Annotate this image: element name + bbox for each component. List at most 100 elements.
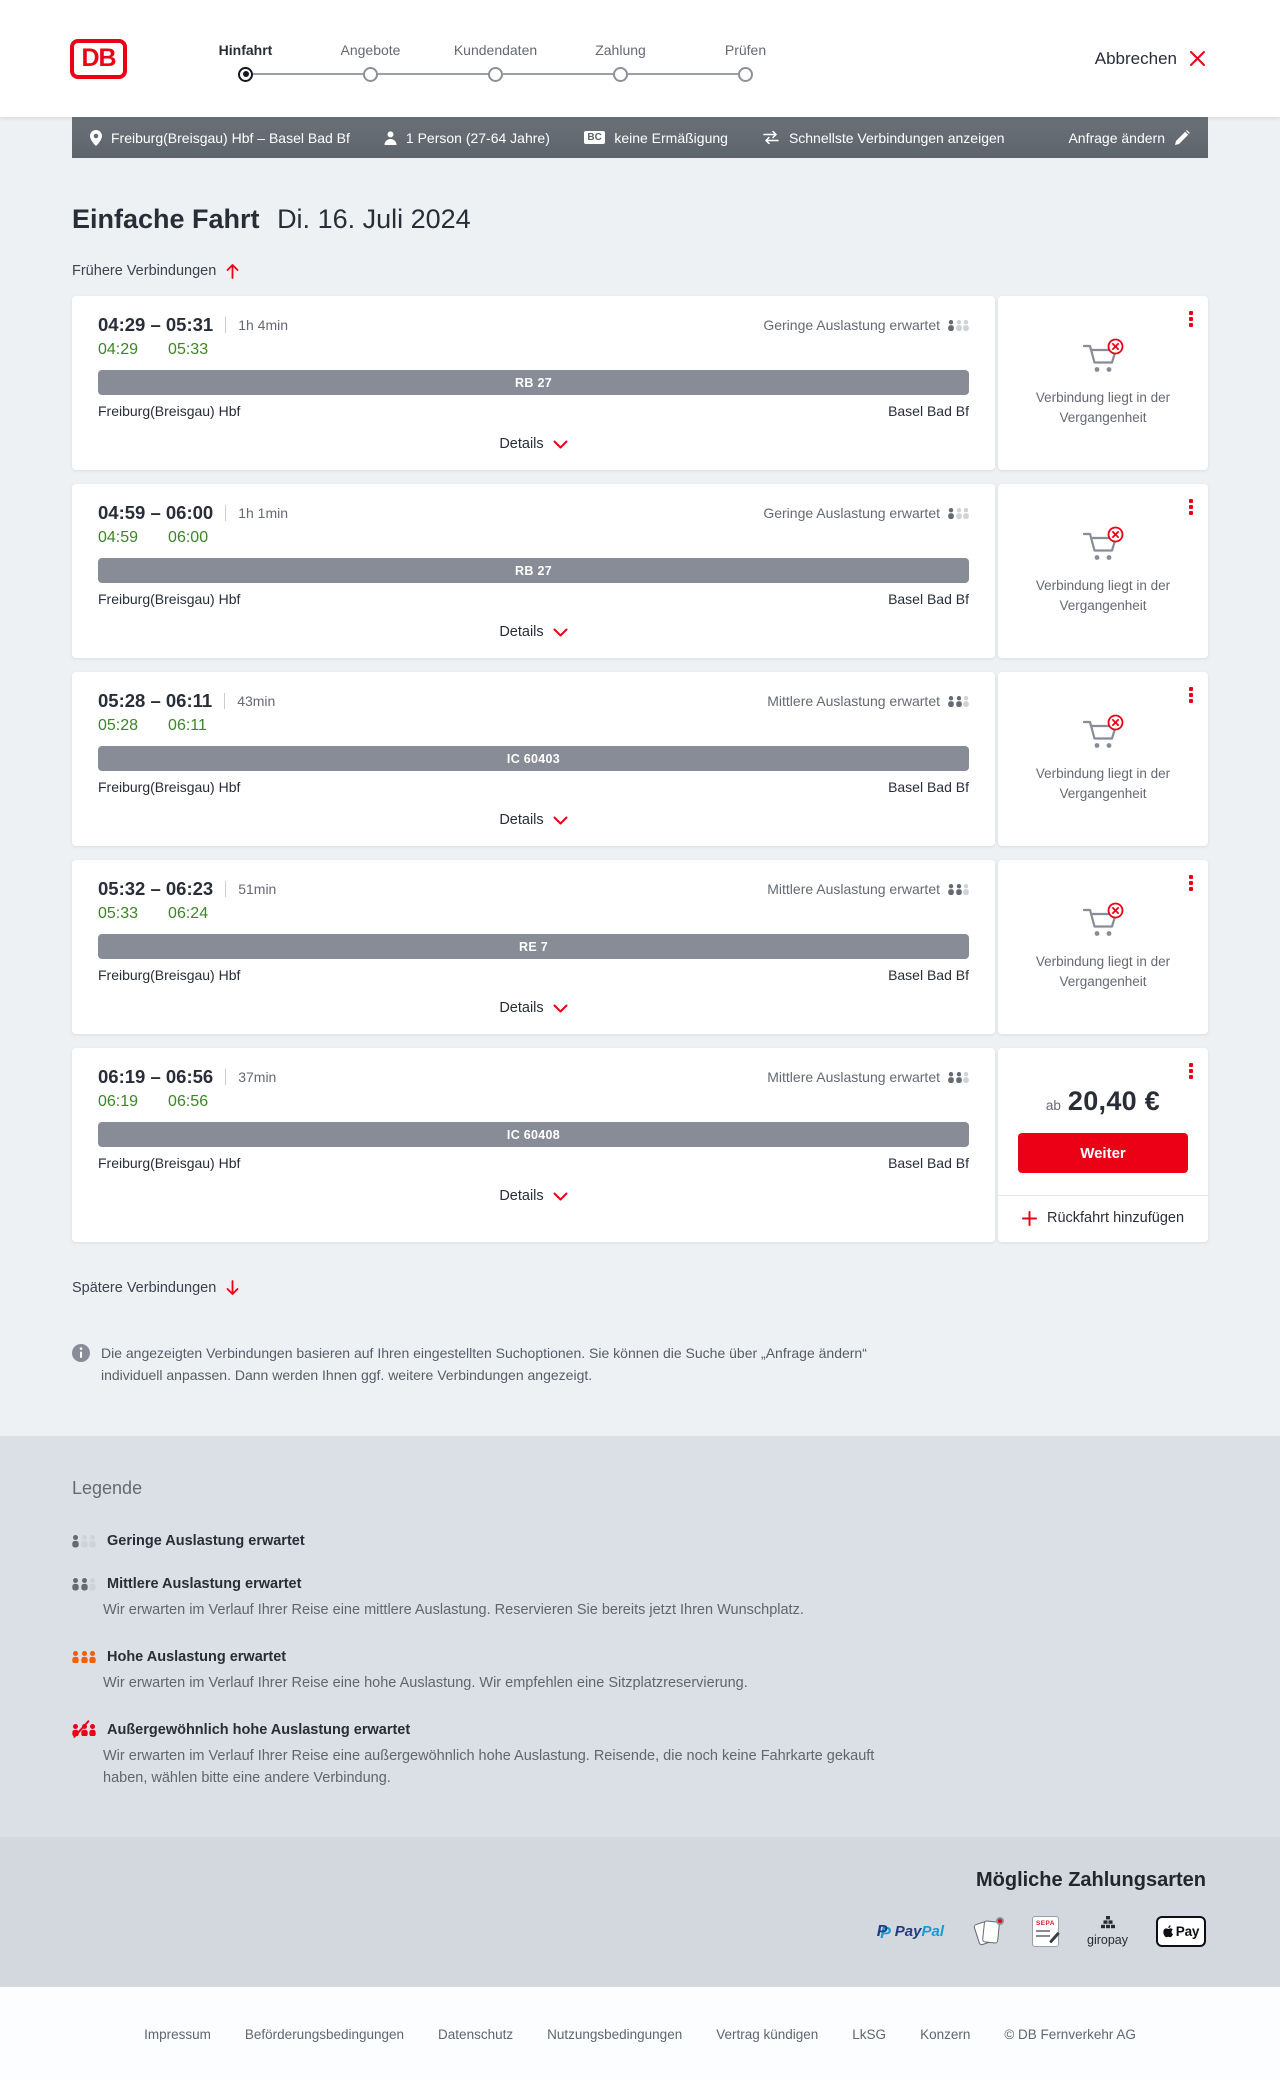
sepa-direct-debit-icon: SEPA xyxy=(1032,1916,1061,1948)
details-button[interactable]: Details xyxy=(491,994,575,1022)
occupancy-indicator: Mittlere Auslastung erwartet xyxy=(767,881,969,897)
connection-card: 04:59 – 06:00 1h 1min Geringe Auslastung… xyxy=(72,484,995,658)
route-summary: Freiburg(Breisgau) Hbf – Basel Bad Bf xyxy=(90,129,350,146)
kebab-menu-icon[interactable] xyxy=(1184,1058,1198,1084)
kebab-menu-icon[interactable] xyxy=(1184,682,1198,708)
footer-link[interactable]: LkSG xyxy=(852,2027,887,2043)
occupancy-label: Mittlere Auslastung erwartet xyxy=(767,881,940,897)
occupancy-icon xyxy=(948,883,969,895)
realtime-times: 05:33 06:24 xyxy=(98,905,969,923)
details-button[interactable]: Details xyxy=(491,1182,575,1210)
footer-link[interactable]: Konzern xyxy=(920,2027,971,2043)
info-icon xyxy=(72,1344,90,1362)
destination-station: Basel Bad Bf xyxy=(888,779,969,795)
kebab-menu-icon[interactable] xyxy=(1184,306,1198,332)
cart-unavailable-icon xyxy=(1082,339,1124,373)
connection-side-panel: Verbindung liegt in der Vergangenheit xyxy=(998,296,1208,470)
legend-item-description: Wir erwarten im Verlauf Ihrer Reise eine… xyxy=(103,1602,804,1619)
occupancy-icon xyxy=(948,507,969,519)
footer-nav: Impressum Beförderungsbedingungen Datensch… xyxy=(20,2027,1260,2042)
details-button[interactable]: Details xyxy=(491,618,575,646)
legend-item: Hohe Auslastung erwartet Wir erwarten im… xyxy=(72,1649,1208,1695)
connection-side-panel: Verbindung liegt in der Vergangenheit xyxy=(998,860,1208,1034)
train-segment-bar: RE 7 xyxy=(98,934,969,959)
realtime-departure: 04:29 xyxy=(98,341,139,358)
chevron-down-icon xyxy=(553,1004,568,1012)
origin-station: Freiburg(Breisgau) Hbf xyxy=(98,591,241,607)
step-angebote[interactable]: Angebote xyxy=(308,42,433,82)
destination-station: Basel Bad Bf xyxy=(888,591,969,607)
cart-unavailable-icon xyxy=(1082,903,1124,937)
giropay-icon: giropay xyxy=(1087,1916,1128,1947)
app-header: DB Hinfahrt Angebote Kundendaten Zahlung… xyxy=(0,0,1280,117)
price-prefix: ab xyxy=(1045,1098,1061,1113)
credit-card-icon xyxy=(972,1916,1004,1947)
booking-stepper: Hinfahrt Angebote Kundendaten Zahlung Pr… xyxy=(183,42,808,82)
connection-card: 05:28 – 06:11 43min Mittlere Auslastung … xyxy=(72,672,995,846)
info-note: Die angezeigten Verbindungen basieren au… xyxy=(72,1343,1208,1386)
step-hinfahrt[interactable]: Hinfahrt xyxy=(183,42,308,82)
occupancy-icon xyxy=(72,1535,96,1548)
edit-request-button[interactable]: Anfrage ändern xyxy=(1068,130,1190,146)
occupancy-label: Mittlere Auslastung erwartet xyxy=(767,693,940,709)
legend-item-label: Hohe Auslastung erwartet xyxy=(107,1649,287,1666)
step-dot xyxy=(488,66,503,82)
footer-link[interactable]: Datenschutz xyxy=(438,2027,514,2043)
legend-item: Außergewöhnlich hohe Auslastung erwartet… xyxy=(72,1719,1208,1790)
legend-section: Legende Geringe Auslastung erwartet Mitt… xyxy=(0,1436,1280,1838)
later-connections-link[interactable]: Spätere Verbindungen xyxy=(72,1280,239,1296)
destination-station: Basel Bad Bf xyxy=(888,1155,969,1171)
legend-title: Legende xyxy=(72,1478,143,1499)
realtime-arrival: 05:33 xyxy=(168,341,209,358)
connection-card: 05:32 – 06:23 51min Mittlere Auslastung … xyxy=(72,860,995,1034)
origin-station: Freiburg(Breisgau) Hbf xyxy=(98,779,241,795)
search-summary-wrap: Freiburg(Breisgau) Hbf – Basel Bad Bf 1 … xyxy=(0,117,1280,158)
arrow-up-icon xyxy=(226,264,239,279)
chevron-down-icon xyxy=(553,816,568,824)
results-main: Einfache Fahrt Di. 16. Juli 2024 Frühere… xyxy=(72,204,1208,1436)
cart-unavailable-icon xyxy=(1082,527,1124,561)
cancel-button[interactable]: Abbrechen xyxy=(1095,49,1206,69)
step-pruefen[interactable]: Prüfen xyxy=(683,42,808,82)
discount-summary: BC keine Ermäßigung xyxy=(583,130,728,146)
giropay-building-icon xyxy=(1100,1916,1115,1929)
add-return-button[interactable]: Rückfahrt hinzufügen xyxy=(998,1196,1208,1242)
kebab-menu-icon[interactable] xyxy=(1184,870,1198,896)
origin-station: Freiburg(Breisgau) Hbf xyxy=(98,1155,241,1171)
payment-title: Mögliche Zahlungsarten xyxy=(975,1869,1206,1892)
connection-row: 04:29 – 05:31 1h 4min Geringe Auslastung… xyxy=(72,296,1208,470)
duration: 51min xyxy=(238,881,277,897)
pencil-icon xyxy=(1175,130,1190,145)
scheduled-times: 06:19 – 06:56 xyxy=(98,1066,214,1087)
footer-link[interactable]: Nutzungsbedingungen xyxy=(547,2027,683,2043)
earlier-connections-link[interactable]: Frühere Verbindungen xyxy=(72,263,239,279)
step-kundendaten[interactable]: Kundendaten xyxy=(433,42,558,82)
sort-summary: Schnellste Verbindungen anzeigen xyxy=(762,130,1005,146)
divider xyxy=(225,505,227,521)
footer-link[interactable]: Beförderungsbedingungen xyxy=(244,2027,405,2043)
weiter-button[interactable]: Weiter xyxy=(1018,1133,1188,1173)
destination-station: Basel Bad Bf xyxy=(888,403,969,419)
footer-link[interactable]: Vertrag kündigen xyxy=(716,2027,819,2043)
location-pin-icon xyxy=(90,129,102,146)
legend-item-description: Wir erwarten im Verlauf Ihrer Reise eine… xyxy=(103,1675,748,1692)
db-logo: DB xyxy=(70,38,127,79)
origin-station: Freiburg(Breisgau) Hbf xyxy=(98,403,241,419)
connection-row: 05:28 – 06:11 43min Mittlere Auslastung … xyxy=(72,672,1208,846)
occupancy-indicator: Mittlere Auslastung erwartet xyxy=(767,1069,969,1085)
realtime-arrival: 06:56 xyxy=(168,1093,209,1110)
step-zahlung[interactable]: Zahlung xyxy=(558,42,683,82)
page-title: Einfache Fahrt Di. 16. Juli 2024 xyxy=(72,204,1208,235)
person-icon xyxy=(384,130,397,145)
connection-row: 06:19 – 06:56 37min Mittlere Auslastung … xyxy=(72,1048,1208,1242)
details-button[interactable]: Details xyxy=(491,806,575,834)
arrow-down-icon xyxy=(226,1280,239,1295)
divider xyxy=(225,317,227,333)
footer-link[interactable]: Impressum xyxy=(144,2027,211,2043)
step-dot xyxy=(738,66,753,82)
realtime-departure: 05:33 xyxy=(98,905,139,922)
details-button[interactable]: Details xyxy=(491,430,575,458)
kebab-menu-icon[interactable] xyxy=(1184,494,1198,520)
realtime-times: 05:28 06:11 xyxy=(98,717,969,735)
